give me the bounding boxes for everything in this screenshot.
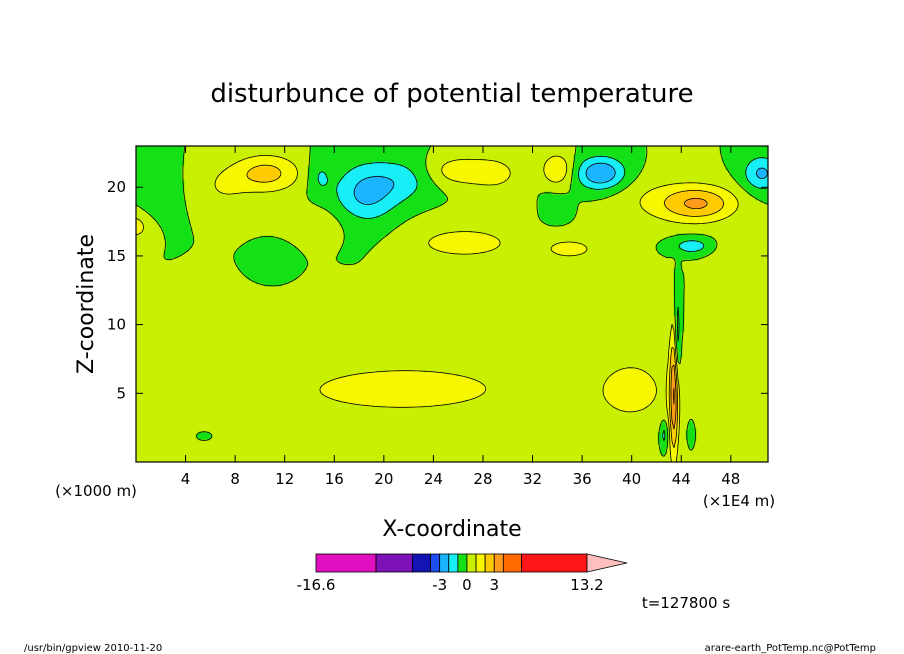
footer-right: arare-earth_PotTemp.nc@PotTemp [705, 643, 876, 654]
colorbar: -16.6 -3 0 3 13.2 [297, 553, 628, 594]
x-tick-label: 4 [181, 470, 191, 488]
x-tick-label: 40 [622, 470, 641, 488]
y-axis-ticks: 5 10 15 20 [107, 178, 768, 402]
y-axis-label: Z-coordinate [74, 234, 99, 374]
x-tick-label: 24 [424, 470, 443, 488]
x-tick-label: 12 [275, 470, 294, 488]
contour-line [317, 155, 768, 441]
colorbar-tick-label: 3 [489, 576, 499, 594]
colorbar-tick-label: 0 [462, 576, 472, 594]
colorbar-segment [493, 553, 504, 573]
x-tick-label: 16 [325, 470, 344, 488]
x-tick-label: 20 [374, 470, 393, 488]
x-scale-label: (×1E4 m) [703, 492, 775, 510]
colorbar-segment [484, 553, 495, 573]
contour-line [136, 146, 768, 457]
colorbar-segment [439, 553, 450, 573]
contour-fill-image [136, 146, 768, 462]
contour-line [353, 162, 768, 205]
colorbar-tick-label: -16.6 [297, 576, 336, 594]
colorbar-tick-label: 13.2 [570, 576, 603, 594]
x-tick-label: 8 [230, 470, 240, 488]
contour-field [136, 146, 768, 462]
contour-lines [136, 146, 768, 462]
chart-title: disturbunce of potential temperature [210, 79, 693, 109]
plot-frame [135, 145, 769, 463]
colorbar-segment [502, 553, 522, 573]
colorbar-segment [521, 553, 588, 573]
y-tick-label: 15 [107, 247, 126, 265]
colorbar-segment [457, 553, 468, 573]
x-axis-label: X-coordinate [382, 517, 521, 542]
y-tick-label: 20 [107, 178, 126, 196]
contour-line [673, 388, 675, 405]
y-scale-label: (×1000 m) [55, 482, 137, 500]
colorbar-segment [466, 553, 477, 573]
colorbar-segment [411, 553, 431, 573]
contour-line [136, 155, 739, 462]
contour-line [670, 198, 708, 430]
colorbar-segment [375, 553, 413, 573]
contour-line [246, 164, 724, 448]
x-tick-label: 36 [573, 470, 592, 488]
colorbar-arrow [586, 553, 628, 573]
y-tick-label: 10 [107, 316, 126, 334]
colorbar-segment [448, 553, 459, 573]
time-annotation: t=127800 s [642, 594, 730, 612]
colorbar-tick-label: -3 [432, 576, 447, 594]
colorbar-segment [315, 553, 377, 573]
footer-left: /usr/bin/gpview 2010-11-20 [24, 643, 162, 654]
x-tick-label: 28 [473, 470, 492, 488]
x-tick-label: 32 [523, 470, 542, 488]
x-axis-ticks: 4 8 12 16 20 24 28 32 36 40 44 48 [181, 146, 740, 488]
x-tick-label: 48 [721, 470, 740, 488]
y-tick-label: 5 [116, 384, 126, 402]
colorbar-segment [430, 553, 441, 573]
colorbar-segment [475, 553, 486, 573]
x-tick-label: 44 [672, 470, 691, 488]
